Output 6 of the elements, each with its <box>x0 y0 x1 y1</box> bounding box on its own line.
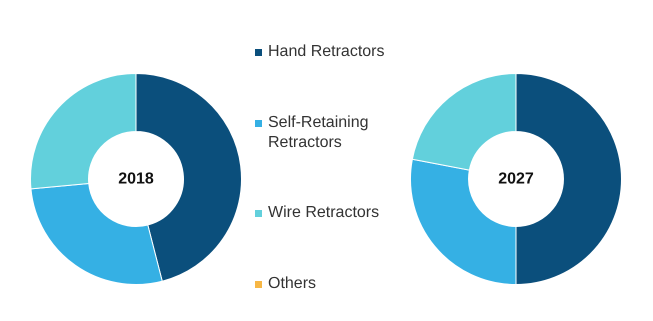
legend-label: Hand Retractors <box>268 42 384 62</box>
legend-label: Self-Retaining Retractors <box>268 112 370 153</box>
text: 2027 <box>498 170 534 188</box>
legend-label: Others <box>268 274 316 294</box>
legend-label: Wire Retractors <box>268 203 380 224</box>
text: 2018 <box>118 170 154 188</box>
